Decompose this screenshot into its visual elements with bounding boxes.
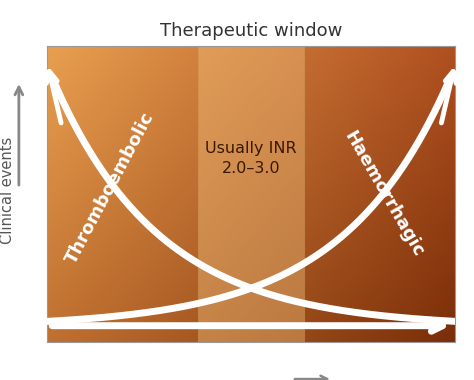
Text: Clinical events: Clinical events	[0, 136, 15, 244]
Text: Usually INR
2.0–3.0: Usually INR 2.0–3.0	[205, 141, 297, 176]
Text: Thromboembolic: Thromboembolic	[63, 109, 158, 267]
Bar	[198, 46, 304, 342]
Text: Haemorrhagic: Haemorrhagic	[340, 128, 427, 260]
Title: Therapeutic window: Therapeutic window	[160, 22, 342, 40]
